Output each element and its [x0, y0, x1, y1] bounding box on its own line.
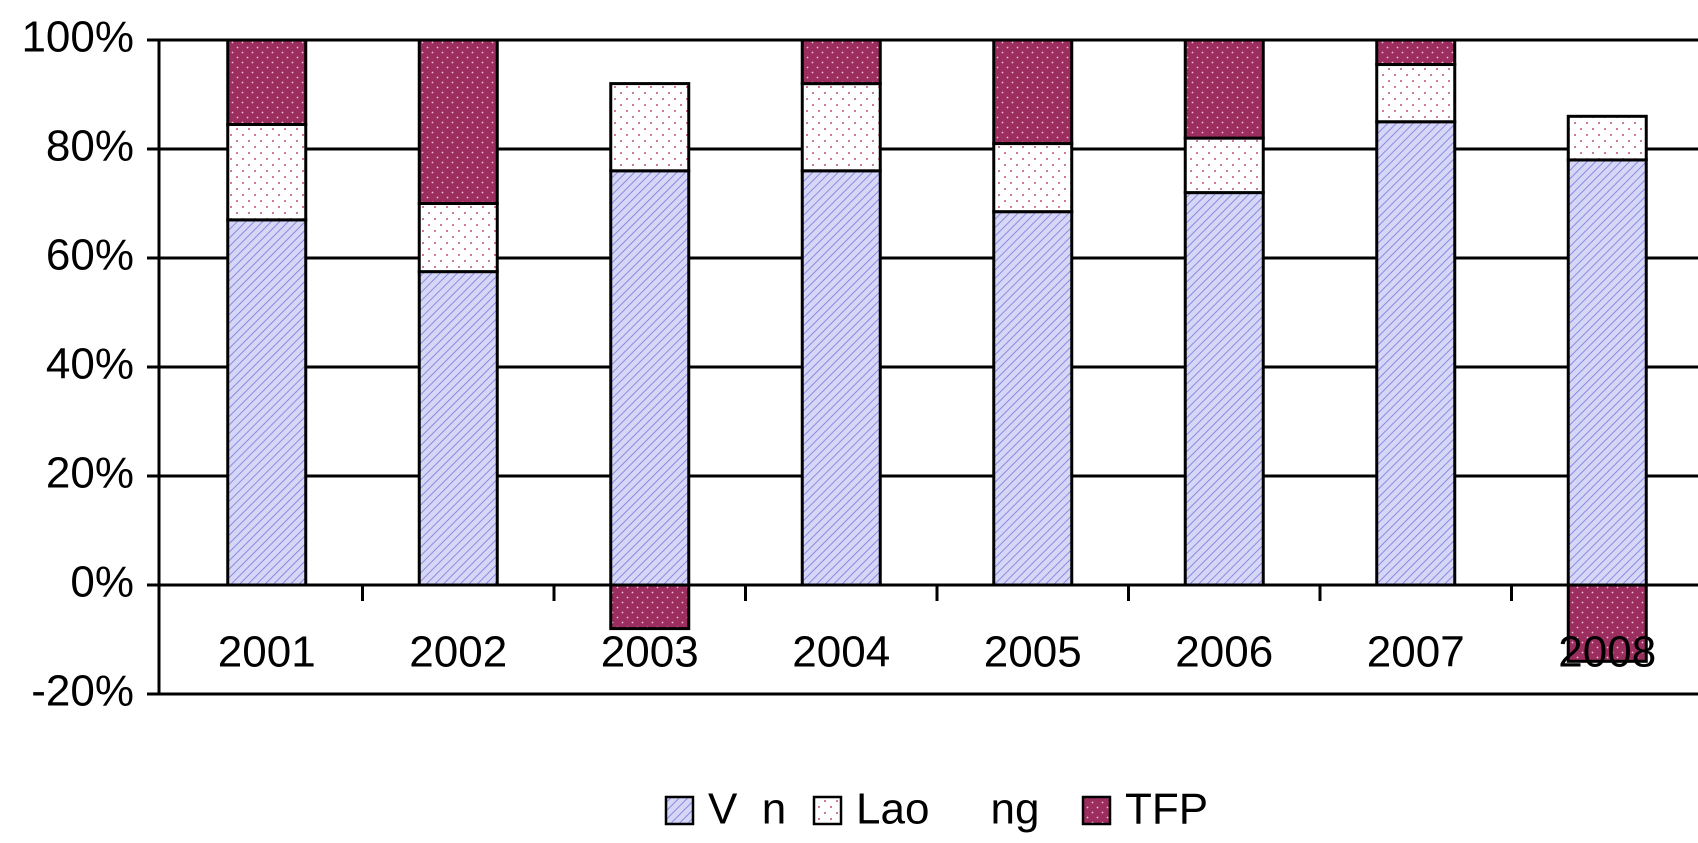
x-tick-label: 2002: [409, 628, 507, 677]
x-tick-label: 2008: [1558, 628, 1656, 677]
bar-segment: [609, 169, 691, 587]
x-tick-label: 2006: [1175, 628, 1273, 677]
legend-label: Lao ng: [856, 785, 1039, 834]
y-tick-label: 80%: [46, 122, 134, 171]
bar-segment: [1183, 136, 1265, 195]
bar-segment: [226, 122, 308, 222]
bar-segment: [226, 38, 308, 126]
bar-segment: [1183, 38, 1265, 140]
bar-segment: [1566, 158, 1648, 587]
bar-segment: [417, 270, 499, 587]
bar-segment: [992, 38, 1074, 146]
legend-swatch: [1081, 795, 1112, 826]
bar-segment: [417, 38, 499, 205]
bar-segment: [800, 169, 882, 587]
y-tick-label: 20%: [46, 449, 134, 498]
y-tick-label: 0%: [70, 558, 134, 607]
y-tick-label: -20%: [31, 667, 134, 716]
legend-label: V n: [708, 785, 786, 834]
legend-swatch: [812, 795, 843, 826]
x-tick-label: 2001: [218, 628, 316, 677]
bar-segment: [1566, 583, 1648, 663]
x-tick-label: 2004: [792, 628, 890, 677]
bar-segment: [609, 583, 691, 631]
bar-segment: [609, 82, 691, 173]
bar-segment: [226, 218, 308, 587]
y-tick-label: 40%: [46, 340, 134, 389]
x-tick-label: 2005: [984, 628, 1082, 677]
bar-segment: [1375, 63, 1457, 124]
legend-label: TFP: [1125, 785, 1208, 834]
y-tick-label: 100%: [21, 13, 134, 62]
x-tick-label: 2003: [601, 628, 699, 677]
bar-segment: [800, 82, 882, 173]
legend-swatch: [664, 795, 695, 826]
bar-segment: [1183, 191, 1265, 587]
bar-segment: [800, 38, 882, 86]
bar-segment: [1375, 120, 1457, 587]
y-tick-label: 60%: [46, 231, 134, 280]
bar-segment: [1375, 38, 1457, 67]
x-tick-label: 2007: [1367, 628, 1465, 677]
bar-segment: [1566, 114, 1648, 162]
bar-segment: [992, 210, 1074, 587]
bar-segment: [417, 202, 499, 274]
bar-segment: [992, 142, 1074, 214]
